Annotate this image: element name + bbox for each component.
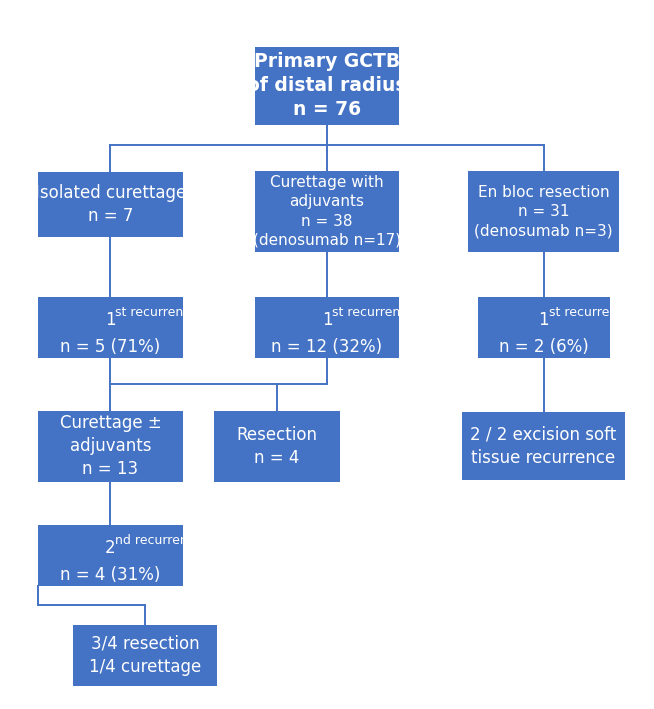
Text: n = 5 (71%): n = 5 (71%) [60,337,160,356]
FancyBboxPatch shape [38,296,182,358]
Text: st recurrence: st recurrence [115,306,198,320]
Text: Primary GCTB
of distal radius
n = 76: Primary GCTB of distal radius n = 76 [247,52,407,119]
FancyBboxPatch shape [38,525,182,586]
Text: 2nd recurrence
n = 4 (31%): 2nd recurrence n = 4 (31%) [47,535,174,576]
Text: n = 12 (32%): n = 12 (32%) [271,337,383,356]
FancyBboxPatch shape [73,625,217,686]
FancyBboxPatch shape [38,296,182,358]
FancyBboxPatch shape [462,413,625,481]
FancyBboxPatch shape [477,296,610,358]
Text: 2: 2 [105,539,116,557]
FancyBboxPatch shape [214,411,339,482]
Text: 1st recurrence
n = 12 (32%): 1st recurrence n = 12 (32%) [267,307,387,347]
Text: n = 2 (6%): n = 2 (6%) [499,337,589,356]
FancyBboxPatch shape [255,171,399,252]
Text: Resection
n = 4: Resection n = 4 [236,426,317,467]
FancyBboxPatch shape [255,296,399,358]
Text: 1st recurrence
n = 5 (71%): 1st recurrence n = 5 (71%) [50,307,171,347]
FancyBboxPatch shape [38,525,182,586]
FancyBboxPatch shape [468,171,619,252]
Text: n = 4 (31%): n = 4 (31%) [60,566,161,584]
FancyBboxPatch shape [38,172,182,237]
Text: 1: 1 [538,311,549,329]
FancyBboxPatch shape [255,47,399,125]
Text: Curettage ±
adjuvants
n = 13: Curettage ± adjuvants n = 13 [60,415,162,479]
Text: 1: 1 [105,311,116,329]
Text: 3/4 resection
1/4 curettage: 3/4 resection 1/4 curettage [89,635,201,676]
FancyBboxPatch shape [477,296,610,358]
Text: 2 / 2 excision soft
tissue recurrence: 2 / 2 excision soft tissue recurrence [470,426,617,467]
Text: nd recurrence: nd recurrence [115,535,203,547]
Text: 1st recurrence
n = 2 (6%): 1st recurrence n = 2 (6%) [483,307,604,347]
Text: Curettage with
adjuvants
n = 38
(denosumab n=17): Curettage with adjuvants n = 38 (denosum… [253,175,401,248]
Text: st recurrence: st recurrence [332,306,415,320]
Text: En bloc resection
n = 31
(denosumab n=3): En bloc resection n = 31 (denosumab n=3) [474,185,613,238]
FancyBboxPatch shape [255,296,399,358]
Text: 1: 1 [322,311,332,329]
FancyBboxPatch shape [38,411,182,482]
Text: Isolated curettage
n = 7: Isolated curettage n = 7 [35,184,186,225]
Text: st recurrence: st recurrence [549,306,632,320]
